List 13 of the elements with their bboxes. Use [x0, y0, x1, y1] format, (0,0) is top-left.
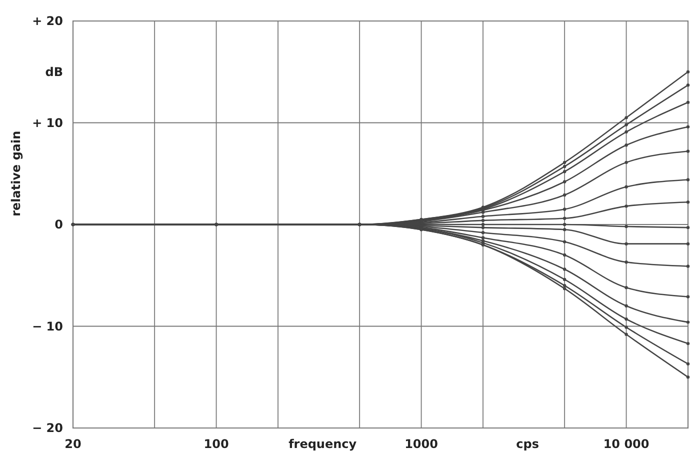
x-tick-label: 20 [64, 437, 82, 451]
text: dB [45, 64, 63, 79]
y-tick-label: − 20 [32, 421, 63, 435]
x-tick-label: 100 [204, 437, 229, 451]
y-tick-label: − 10 [32, 319, 63, 334]
y-tick-label: 0 [54, 218, 63, 232]
y-tick-label: + 20 [32, 14, 63, 28]
x-axis-title: frequency [288, 437, 357, 451]
x-tick-label: 10 000 [603, 437, 650, 451]
text: cps [516, 437, 540, 451]
x-tick-label: 1000 [404, 437, 438, 451]
y-axis-title: relative gain [9, 130, 23, 216]
y-tick-label: + 10 [32, 116, 63, 130]
